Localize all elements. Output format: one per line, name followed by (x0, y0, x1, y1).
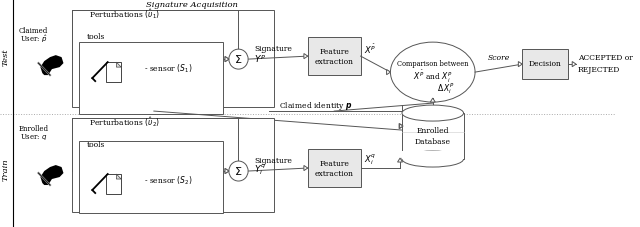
Text: $X^{\hat{P}}$: $X^{\hat{P}}$ (364, 41, 376, 56)
Text: $\Sigma$: $\Sigma$ (234, 53, 243, 65)
Text: $\Sigma$: $\Sigma$ (234, 165, 243, 177)
Text: Score: Score (488, 54, 509, 62)
Bar (402, 151, 463, 159)
Text: - sensor $(S_2)$: - sensor $(S_2)$ (144, 175, 193, 187)
Text: Comparison between: Comparison between (397, 60, 468, 68)
Bar (308, 37, 360, 75)
Polygon shape (518, 62, 522, 67)
Polygon shape (304, 165, 308, 171)
Text: Signature Acquisition: Signature Acquisition (147, 1, 238, 9)
Text: User: $q$: User: $q$ (20, 132, 47, 142)
Circle shape (229, 49, 248, 69)
Bar (402, 113, 463, 159)
Text: $\Delta\, X_i^P$: $\Delta\, X_i^P$ (436, 81, 454, 96)
Bar (308, 149, 360, 187)
Polygon shape (572, 62, 576, 67)
Text: tools: tools (87, 141, 106, 149)
Circle shape (229, 161, 248, 181)
Bar (106, 62, 121, 82)
Polygon shape (40, 55, 63, 75)
Ellipse shape (390, 42, 475, 102)
Text: User: $\hat{p}$: User: $\hat{p}$ (20, 33, 47, 45)
Text: Claimed: Claimed (19, 27, 48, 35)
Polygon shape (225, 57, 229, 62)
Text: Perturbations $(\hat{\upsilon}_2)$: Perturbations $(\hat{\upsilon}_2)$ (90, 115, 161, 129)
Bar (79, 141, 223, 213)
Ellipse shape (402, 151, 463, 167)
Bar (72, 118, 274, 212)
Polygon shape (397, 158, 403, 162)
Text: tools: tools (87, 33, 106, 41)
Text: $X^{\hat{P}}$ and $X_i^P$: $X^{\hat{P}}$ and $X_i^P$ (413, 67, 452, 85)
Text: REJECTED: REJECTED (578, 66, 620, 74)
Text: Feature: Feature (319, 160, 349, 168)
Text: extraction: extraction (315, 170, 354, 178)
Text: $Y^{\hat{P}}$: $Y^{\hat{P}}$ (254, 50, 266, 65)
Text: $X_i^q$: $X_i^q$ (364, 153, 376, 168)
Text: Signature: Signature (254, 45, 292, 53)
Ellipse shape (402, 105, 463, 121)
Polygon shape (225, 57, 229, 62)
Text: Feature: Feature (319, 48, 349, 56)
Polygon shape (387, 69, 390, 75)
Polygon shape (225, 168, 229, 174)
Text: ACCEPTED or: ACCEPTED or (578, 54, 633, 62)
Polygon shape (116, 174, 121, 179)
Polygon shape (399, 123, 403, 129)
Text: Test: Test (2, 48, 10, 66)
Polygon shape (399, 124, 403, 128)
Bar (79, 42, 223, 114)
Bar (72, 10, 274, 107)
Text: Decision: Decision (529, 60, 562, 68)
Text: Enrolled: Enrolled (417, 126, 449, 135)
Polygon shape (430, 98, 435, 102)
Polygon shape (40, 165, 63, 185)
Text: Signature: Signature (254, 157, 292, 165)
Bar (106, 174, 121, 194)
Polygon shape (116, 62, 121, 67)
Text: Enrolled: Enrolled (19, 125, 49, 133)
Text: Database: Database (415, 138, 451, 146)
Text: $Y_i^q$: $Y_i^q$ (254, 162, 266, 177)
Bar (522, 49, 568, 79)
Text: extraction: extraction (315, 58, 354, 66)
Polygon shape (304, 54, 308, 59)
Text: Train: Train (2, 159, 10, 181)
Polygon shape (225, 168, 229, 174)
Text: Perturbations $(\hat{\upsilon}_1)$: Perturbations $(\hat{\upsilon}_1)$ (90, 7, 161, 21)
Text: Claimed identity $\boldsymbol{p}$: Claimed identity $\boldsymbol{p}$ (279, 100, 353, 112)
Text: - sensor $(S_1)$: - sensor $(S_1)$ (144, 63, 193, 75)
